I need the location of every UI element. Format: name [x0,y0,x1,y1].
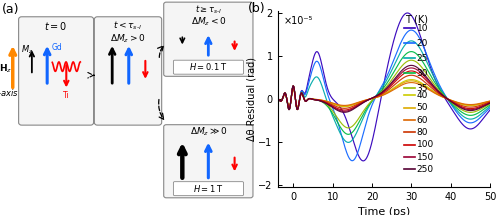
Text: 80: 80 [416,128,428,137]
Text: 50: 50 [416,103,428,112]
Text: (a): (a) [2,3,20,16]
Text: 20: 20 [416,39,428,48]
Text: 30: 30 [416,69,428,78]
Text: $\Delta M_z > 0$: $\Delta M_z > 0$ [110,32,146,45]
Text: 35: 35 [416,84,428,93]
Text: 25: 25 [416,54,428,63]
Text: $M_z$: $M_z$ [20,43,33,56]
Text: $t = 0$: $t = 0$ [44,20,68,32]
Text: $H = 0.1\,\mathrm{T}$: $H = 0.1\,\mathrm{T}$ [189,61,228,72]
Y-axis label: Δθ Residual (rad): Δθ Residual (rad) [247,57,257,141]
FancyBboxPatch shape [94,17,162,125]
FancyBboxPatch shape [174,182,244,196]
Text: $t < \tau_{s\text{-}l}$: $t < \tau_{s\text{-}l}$ [114,20,142,32]
Text: 250: 250 [416,165,434,174]
Text: 150: 150 [416,153,434,162]
Text: 10: 10 [416,24,428,33]
Text: $\mathbf{H}_z$: $\mathbf{H}_z$ [0,63,12,75]
Text: $\Delta M_z < 0$: $\Delta M_z < 0$ [190,15,226,28]
Text: 60: 60 [416,115,428,124]
FancyBboxPatch shape [18,17,94,125]
FancyBboxPatch shape [164,125,253,198]
Text: $\Delta M_z \gg 0$: $\Delta M_z \gg 0$ [190,126,227,138]
Text: 40: 40 [416,91,428,100]
Text: Ti: Ti [63,91,70,100]
X-axis label: Time (ps): Time (ps) [358,207,410,215]
Text: (b): (b) [248,2,266,15]
FancyBboxPatch shape [174,60,244,74]
Text: $H = 1\,\mathrm{T}$: $H = 1\,\mathrm{T}$ [193,183,224,194]
Text: $a$-axis: $a$-axis [0,87,19,98]
Text: $t \geq \tau_{s\text{-}l}$: $t \geq \tau_{s\text{-}l}$ [194,3,222,16]
Text: Gd: Gd [52,43,63,52]
FancyBboxPatch shape [164,2,253,76]
Text: 100: 100 [416,140,434,149]
Text: T (K): T (K) [405,14,428,24]
Text: ×10⁻⁵: ×10⁻⁵ [284,16,313,26]
